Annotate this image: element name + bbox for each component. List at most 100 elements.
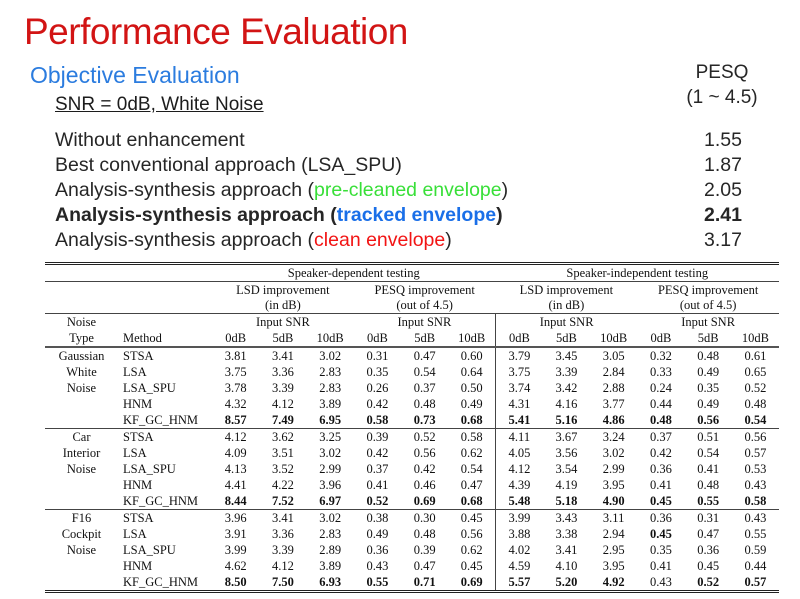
value-cell: 5.20: [555, 575, 578, 589]
value-cell: 4.02: [494, 542, 543, 558]
method-cell: HNM: [123, 559, 153, 573]
table-row: Type Method 0dB 5dB 10dB 0dB 5dB 10dB 0dB 5dB 10dB…: [45, 330, 779, 348]
noise-type-cell: [45, 493, 118, 510]
value-cell: 0.49: [697, 397, 720, 411]
value-cell: 0.48: [697, 478, 720, 492]
value-cell: 0.48: [413, 397, 436, 411]
value-cell: 0.48: [684, 346, 732, 364]
table-row: Cockpit LSA 3.91 3.36 2.83 0.49 0.48 0.56 3.88 3.…: [45, 526, 779, 542]
value-cell: 6.93: [319, 575, 342, 589]
value-cell: 0.41: [366, 478, 389, 492]
value-cell: 0.54: [744, 413, 767, 427]
noise-type-cell: Car: [45, 428, 118, 445]
value-cell: 3.36: [271, 365, 294, 379]
method-cell: LSA_SPU: [123, 381, 176, 395]
method-cell: LSA_SPU: [123, 543, 176, 557]
method-cell: STSA: [118, 346, 212, 364]
result-text-suffix: ): [496, 204, 503, 226]
value-cell: 0.41: [649, 478, 672, 492]
value-cell: 0.47: [460, 478, 483, 492]
type-header-cell: Type: [45, 330, 118, 348]
result-text: Best conventional approach (LSA_SPU): [55, 154, 402, 176]
table-row: KF_GC_HNM 8.50 7.50 6.93 0.55 0.71 0.69 5.57 5.2…: [45, 574, 779, 590]
input-snr-header-cell: Input SNR: [495, 313, 638, 330]
value-cell: 4.10: [555, 559, 578, 573]
value-cell: 7.52: [271, 494, 294, 508]
value-cell: 0.36: [366, 543, 389, 557]
value-cell: 2.83: [319, 527, 342, 541]
table-row: Car STSA 4.12 3.62 3.25 0.39 0.52 0.58 4.11 3.67 3…: [45, 428, 779, 445]
metric-header-cell: LSD improvement (in dB): [495, 281, 638, 314]
result-row: Analysis-synthesis approach (pre-cleaned…: [55, 178, 755, 203]
value-cell: 3.79: [494, 346, 543, 364]
noise-type-cell: F16: [45, 509, 118, 526]
value-cell: 0.32: [637, 346, 685, 364]
value-cell: 0.45: [697, 559, 720, 573]
value-cell: 0.30: [401, 509, 449, 526]
value-cell: 2.83: [319, 365, 342, 379]
result-highlight: tracked envelope: [336, 204, 497, 226]
value-cell: 3.95: [602, 559, 625, 573]
result-row: Analysis-synthesis approach (tracked env…: [55, 203, 755, 228]
method-cell: STSA: [118, 509, 212, 526]
snr-level-header-cell: 0dB: [494, 330, 543, 348]
result-label: Analysis-synthesis approach (clean envel…: [55, 228, 691, 253]
value-cell: 0.71: [413, 575, 436, 589]
snr-level-header-cell: 10dB: [590, 330, 638, 348]
value-cell: 0.24: [649, 381, 672, 395]
value-cell: 0.35: [697, 381, 720, 395]
slide-title: Performance Evaluation: [24, 11, 408, 52]
value-cell: 0.26: [366, 381, 389, 395]
value-cell: 4.16: [555, 397, 578, 411]
value-cell: 0.56: [413, 446, 436, 460]
snr-level-header-cell: 5dB: [259, 330, 307, 348]
value-cell: 0.37: [413, 381, 436, 395]
value-cell: 0.31: [684, 509, 732, 526]
table-row: F16 STSA 3.96 3.41 3.02 0.38 0.30 0.45 3.99 3.43 3…: [45, 509, 779, 526]
value-cell: 3.89: [319, 397, 342, 411]
value-cell: 3.74: [494, 380, 543, 396]
value-cell: 3.51: [271, 446, 294, 460]
result-row: Best conventional approach (LSA_SPU) 1.8…: [55, 153, 755, 178]
noise-type-cell: [45, 574, 118, 590]
value-cell: 0.58: [744, 494, 767, 508]
value-cell: 8.57: [224, 413, 247, 427]
table-row: Interior LSA 4.09 3.51 3.02 0.42 0.56 0.62 4.05 3…: [45, 445, 779, 461]
value-cell: 2.99: [602, 462, 625, 476]
result-label: Analysis-synthesis approach (pre-cleaned…: [55, 178, 691, 203]
value-cell: 0.37: [366, 462, 389, 476]
table-row: HNM 4.41 4.22 3.96 0.41 0.46 0.47 4.39 4.19 3.95 0…: [45, 477, 779, 493]
value-cell: 3.75: [494, 364, 543, 380]
value-cell: 5.16: [555, 413, 578, 427]
noise-type-cell: Noise: [66, 543, 97, 557]
value-cell: 3.38: [555, 527, 578, 541]
result-value: 1.87: [704, 154, 742, 176]
metric-header-cell: PESQ improvement (out of 4.5): [353, 281, 496, 314]
value-cell: 0.52: [697, 575, 720, 589]
value-cell: 3.88: [494, 526, 543, 542]
value-cell: 4.31: [494, 396, 543, 412]
method-cell: KF_GC_HNM: [123, 575, 199, 589]
value-cell: 0.53: [744, 462, 767, 476]
value-cell: 3.45: [542, 346, 590, 364]
result-text: Analysis-synthesis approach (: [55, 229, 315, 251]
value-cell: 6.97: [319, 494, 342, 508]
value-cell: 0.36: [637, 509, 685, 526]
result-text-suffix: ): [501, 179, 509, 201]
value-cell: 0.46: [413, 478, 436, 492]
table-row: Noise Input SNR Input SNR Input SNR Input SN…: [45, 313, 779, 330]
noise-type-cell: [45, 412, 118, 429]
value-cell: 0.56: [697, 413, 720, 427]
value-cell: 3.43: [542, 509, 590, 526]
value-cell: 0.37: [637, 428, 685, 445]
value-cell: 6.95: [319, 413, 342, 427]
value-cell: 0.51: [684, 428, 732, 445]
value-cell: 0.55: [366, 575, 389, 589]
value-cell: 5.41: [494, 412, 543, 429]
method-header-cell: Method: [118, 330, 212, 348]
value-cell: 3.62: [259, 428, 307, 445]
value-cell: 0.43: [744, 478, 767, 492]
value-cell: 0.52: [366, 494, 389, 508]
table-row: LSD improvement (in dB) PESQ improvement (o…: [45, 281, 779, 314]
value-cell: 0.43: [366, 559, 389, 573]
